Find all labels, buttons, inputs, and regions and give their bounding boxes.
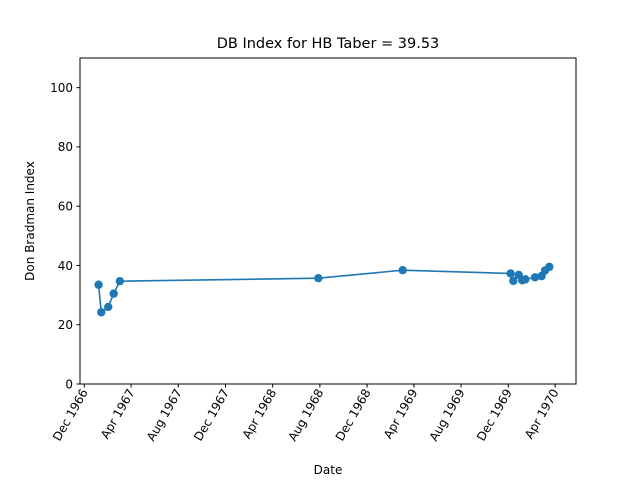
data-point <box>545 262 554 272</box>
x-tick-label: Apr 1969 <box>381 387 421 442</box>
x-axis-label: Date <box>314 463 343 477</box>
data-point <box>506 269 515 278</box>
data-point <box>509 276 518 286</box>
y-tick-label: 80 <box>58 140 73 154</box>
x-tick-label: Apr 1967 <box>98 387 138 442</box>
data-point <box>314 274 323 283</box>
x-tick-label: Dec 1969 <box>474 387 515 444</box>
x-axis: Dec 1966 Apr 1967 Aug 1967 Dec 1967 Apr 1968… <box>50 384 562 444</box>
y-tick-label: 0 <box>65 377 73 391</box>
data-point <box>97 308 106 317</box>
series-line <box>97 266 550 314</box>
y-tick-label: 100 <box>50 81 73 95</box>
y-axis-label: Don Bradman Index <box>23 161 37 281</box>
y-tick-label: 40 <box>58 259 73 273</box>
x-tick-label: Dec 1968 <box>333 387 374 444</box>
data-point <box>521 275 530 284</box>
plot-frame <box>79 57 577 385</box>
data-point <box>104 302 113 312</box>
x-tick-label: Aug 1969 <box>427 387 468 444</box>
plot-area <box>79 57 577 385</box>
data-point <box>398 266 407 275</box>
data-point <box>109 289 118 298</box>
series-layer <box>94 262 554 317</box>
x-tick-label: Apr 1968 <box>240 387 280 442</box>
y-axis: 0 20 40 60 80 100 <box>50 81 80 391</box>
chart-title: DB Index for HB Taber = 39.53 <box>217 36 440 52</box>
x-tick-label: Aug 1968 <box>285 387 326 444</box>
x-tick-label: Dec 1967 <box>191 387 232 444</box>
y-tick-label: 20 <box>58 318 73 332</box>
data-point <box>530 273 540 282</box>
x-tick-label: Dec 1966 <box>50 387 91 444</box>
x-tick-label: Apr 1970 <box>522 387 562 442</box>
y-tick-label: 60 <box>58 199 73 213</box>
data-point <box>115 276 125 286</box>
x-tick-label: Aug 1967 <box>144 387 185 444</box>
data-point <box>94 280 103 289</box>
